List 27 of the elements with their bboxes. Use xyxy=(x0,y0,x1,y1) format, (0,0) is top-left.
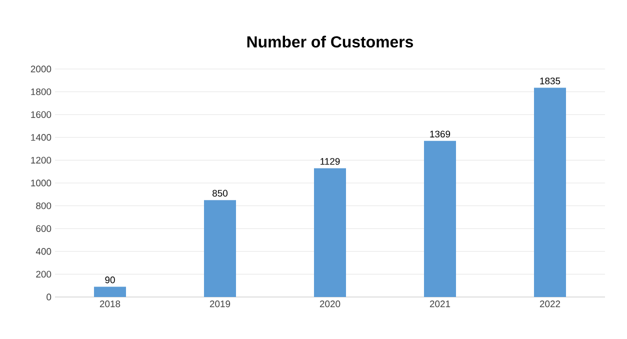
x-tick-label: 2021 xyxy=(430,300,450,308)
bar xyxy=(534,88,566,297)
bar xyxy=(314,168,346,297)
y-tick-label: 1800 xyxy=(31,88,52,96)
data-label: 1835 xyxy=(540,78,560,84)
y-tick-label: 1600 xyxy=(31,111,52,118)
data-label: 1369 xyxy=(430,130,450,138)
y-tick-label: 1200 xyxy=(31,156,52,164)
y-tick-label: 1400 xyxy=(31,134,52,141)
chart-title: Number of Customers xyxy=(247,36,414,48)
data-label: 90 xyxy=(105,276,115,284)
y-tick-label: 600 xyxy=(36,225,52,232)
bar xyxy=(204,200,236,297)
x-tick-label: 2018 xyxy=(100,300,120,308)
y-tick-label: 400 xyxy=(36,248,52,255)
data-label: 850 xyxy=(212,190,228,197)
x-tick-label: 2019 xyxy=(210,300,230,308)
x-tick-label: 2020 xyxy=(320,300,340,308)
y-tick-label: 0 xyxy=(46,294,52,300)
y-tick-label: 2000 xyxy=(30,66,52,72)
y-tick-label: 1000 xyxy=(31,180,52,186)
x-tick-label: 2022 xyxy=(540,300,560,308)
bar xyxy=(424,140,456,297)
bar xyxy=(94,286,126,297)
y-tick-label: 200 xyxy=(36,270,52,278)
data-label: 1129 xyxy=(320,158,340,165)
y-tick-label: 800 xyxy=(36,202,52,210)
